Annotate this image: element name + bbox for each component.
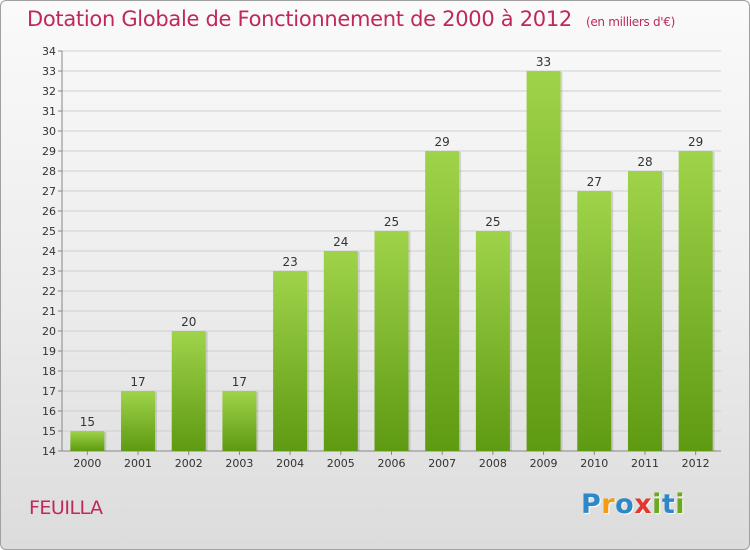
y-tick-label: 33: [42, 65, 56, 78]
x-tick-label: 2004: [276, 457, 304, 470]
chart-title-text: Dotation Globale de Fonctionnement de 20…: [27, 7, 572, 31]
x-tick-label: 2003: [225, 457, 253, 470]
x-tick-label: 2012: [682, 457, 710, 470]
y-tick-label: 14: [42, 445, 56, 458]
bar-value-label: 15: [80, 415, 95, 429]
bar: [171, 331, 206, 451]
y-tick-label: 18: [42, 365, 56, 378]
y-tick-label: 16: [42, 405, 56, 418]
logo-letter: r: [601, 489, 616, 520]
bar-value-label: 17: [130, 375, 145, 389]
bar-value-label: 25: [485, 215, 500, 229]
y-tick-label: 32: [42, 85, 56, 98]
y-tick-label: 17: [42, 385, 56, 398]
x-tick-label: 2010: [580, 457, 608, 470]
bar-value-label: 28: [637, 155, 652, 169]
chart-title: Dotation Globale de Fonctionnement de 20…: [27, 7, 675, 31]
bar-value-label: 29: [688, 135, 703, 149]
logo-letter: i: [652, 489, 662, 520]
bar-value-label: 20: [181, 315, 196, 329]
logo-letter: t: [661, 489, 676, 520]
x-tick-label: 2008: [479, 457, 507, 470]
y-tick-label: 34: [42, 45, 56, 58]
data-labels: 15 2000 17 2001 20 2002 17 2003 23 2004 24 2005 25 20…: [73, 55, 709, 470]
x-tick-label: 2009: [530, 457, 558, 470]
bar-value-label: 33: [536, 55, 551, 69]
x-tick-label: 2007: [428, 457, 456, 470]
y-tick-label: 23: [42, 265, 56, 278]
x-tick-label: 2005: [327, 457, 355, 470]
bar: [70, 431, 105, 451]
bar: [374, 231, 409, 451]
y-tick-label: 29: [42, 145, 56, 158]
bar-value-label: 23: [282, 255, 297, 269]
proxiti-logo: Proxiti: [581, 489, 685, 520]
bar: [273, 271, 308, 451]
bar-value-label: 25: [384, 215, 399, 229]
bar-value-label: 27: [587, 175, 602, 189]
commune-name: FEUILLA: [29, 497, 103, 519]
bar: [121, 391, 156, 451]
x-tick-label: 2001: [124, 457, 152, 470]
logo-letter: P: [581, 489, 602, 520]
y-tick-label: 25: [42, 225, 56, 238]
logo-letter: i: [675, 489, 686, 520]
y-tick-label: 27: [42, 185, 56, 198]
bar-value-label: 24: [333, 235, 348, 249]
bar: [475, 231, 510, 451]
bars: [70, 71, 715, 451]
y-tick-label: 20: [42, 325, 56, 338]
chart-subtitle: (en milliers d'€): [585, 15, 675, 29]
y-tick-label: 30: [42, 125, 56, 138]
y-tick-label: 21: [42, 305, 56, 318]
bar: [222, 391, 257, 451]
y-tick-label: 24: [42, 245, 56, 258]
y-tick-label: 22: [42, 285, 56, 298]
bar-value-label: 29: [435, 135, 450, 149]
x-tick-label: 2011: [631, 457, 659, 470]
x-tick-label: 2000: [73, 457, 101, 470]
y-tick-label: 28: [42, 165, 56, 178]
bar: [323, 251, 358, 451]
bar: [526, 71, 561, 451]
x-tick-label: 2002: [175, 457, 203, 470]
logo-letter: x: [634, 489, 653, 520]
x-tick-label: 2006: [378, 457, 406, 470]
bar: [627, 171, 662, 451]
y-tick-label: 19: [42, 345, 56, 358]
logo-letter: o: [615, 489, 635, 520]
bar-value-label: 17: [232, 375, 247, 389]
bar: [425, 151, 460, 451]
bar: [577, 191, 612, 451]
bar: [678, 151, 713, 451]
y-tick-label: 26: [42, 205, 56, 218]
y-tick-label: 15: [42, 425, 56, 438]
y-tick-label: 31: [42, 105, 56, 118]
